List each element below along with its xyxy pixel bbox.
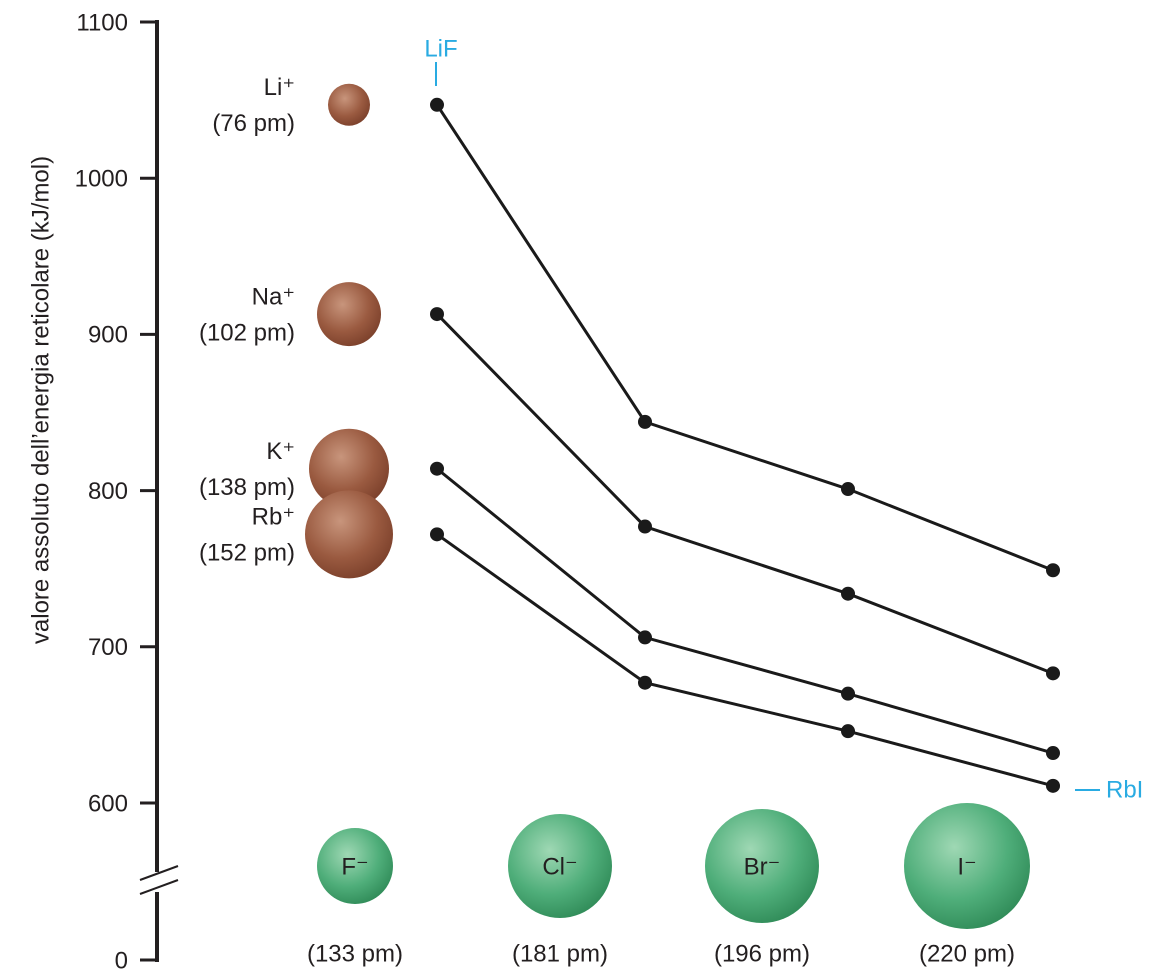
legend-label: Li⁺ — [264, 74, 295, 101]
category-label: I⁻ — [957, 853, 976, 880]
cation-sphere — [328, 84, 370, 126]
legend-label: Na⁺ — [252, 283, 295, 310]
y-tick-label: 600 — [88, 790, 128, 817]
data-point — [430, 98, 444, 112]
category-radius: (133 pm) — [307, 940, 403, 967]
cation-sphere — [317, 282, 381, 346]
category-radius: (196 pm) — [714, 940, 810, 967]
data-point — [1046, 746, 1060, 760]
data-point — [1046, 779, 1060, 793]
data-point — [638, 676, 652, 690]
data-point — [1046, 666, 1060, 680]
data-point — [841, 482, 855, 496]
cation-sphere — [305, 490, 393, 578]
y-tick-label: 1000 — [75, 166, 128, 193]
category-label: F⁻ — [341, 853, 368, 880]
category-label: Cl⁻ — [542, 853, 577, 880]
data-point — [430, 527, 444, 541]
category-radius: (181 pm) — [512, 940, 608, 967]
category-radius: (220 pm) — [919, 940, 1015, 967]
annotation: LiF — [424, 35, 457, 62]
annotation: RbI — [1106, 776, 1143, 803]
category-label: Br⁻ — [744, 853, 781, 880]
series-line — [437, 469, 1053, 753]
data-point — [638, 630, 652, 644]
chart: valore assoluto dell’energia reticolare … — [0, 0, 1158, 973]
data-point — [430, 462, 444, 476]
data-point — [841, 587, 855, 601]
axis-break — [140, 880, 178, 894]
data-point — [841, 724, 855, 738]
legend-label: Rb⁺ — [252, 504, 295, 531]
series-line — [437, 534, 1053, 785]
cation-radius: (76 pm) — [212, 110, 295, 137]
y-tick-label: 700 — [88, 634, 128, 661]
data-point — [1046, 563, 1060, 577]
data-point — [638, 415, 652, 429]
y-tick-label: 800 — [88, 478, 128, 505]
data-point — [638, 520, 652, 534]
y-tick-label: 1100 — [76, 9, 128, 36]
series-line — [437, 105, 1053, 570]
cation-radius: (152 pm) — [199, 540, 295, 567]
legend-label: K⁺ — [266, 438, 295, 465]
y-axis-title: valore assoluto dell’energia reticolare … — [27, 156, 54, 644]
cation-radius: (102 pm) — [199, 319, 295, 346]
y-tick-label: 0 — [115, 947, 128, 973]
data-point — [430, 307, 444, 321]
cation-radius: (138 pm) — [199, 474, 295, 501]
y-tick-label: 900 — [88, 322, 128, 349]
data-point — [841, 687, 855, 701]
series-line — [437, 314, 1053, 673]
